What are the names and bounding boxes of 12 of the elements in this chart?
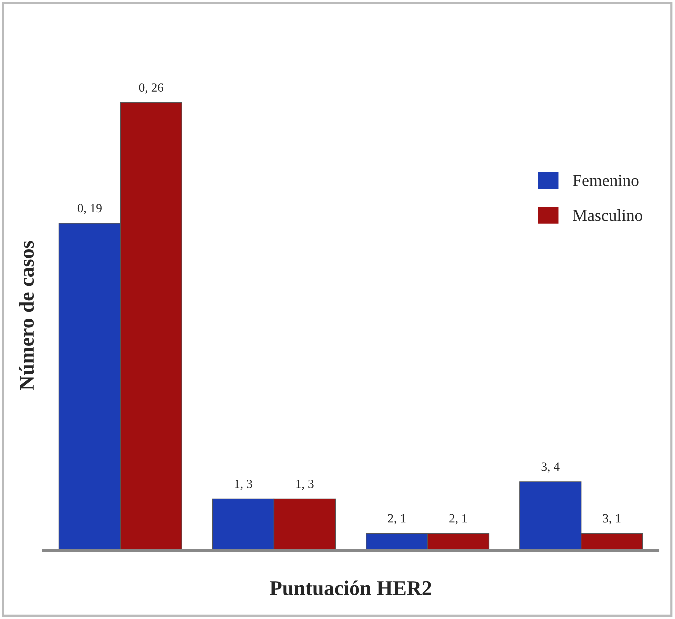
x-axis-title: Puntuación HER2 <box>270 580 432 596</box>
data-label: 3, 4 <box>542 462 560 473</box>
data-label: 2, 1 <box>388 514 406 525</box>
legend-label: Masculino <box>573 210 642 222</box>
legend-label: Femenino <box>573 175 639 186</box>
y-axis-title: Número de casos <box>19 241 34 390</box>
data-label: 0, 26 <box>139 84 164 94</box>
data-label: 1, 3 <box>296 480 314 490</box>
data-label: 2, 1 <box>450 514 468 525</box>
data-label: 1, 3 <box>235 480 252 490</box>
data-label: 0, 19 <box>78 204 102 214</box>
data-label: 3, 1 <box>603 514 621 525</box>
